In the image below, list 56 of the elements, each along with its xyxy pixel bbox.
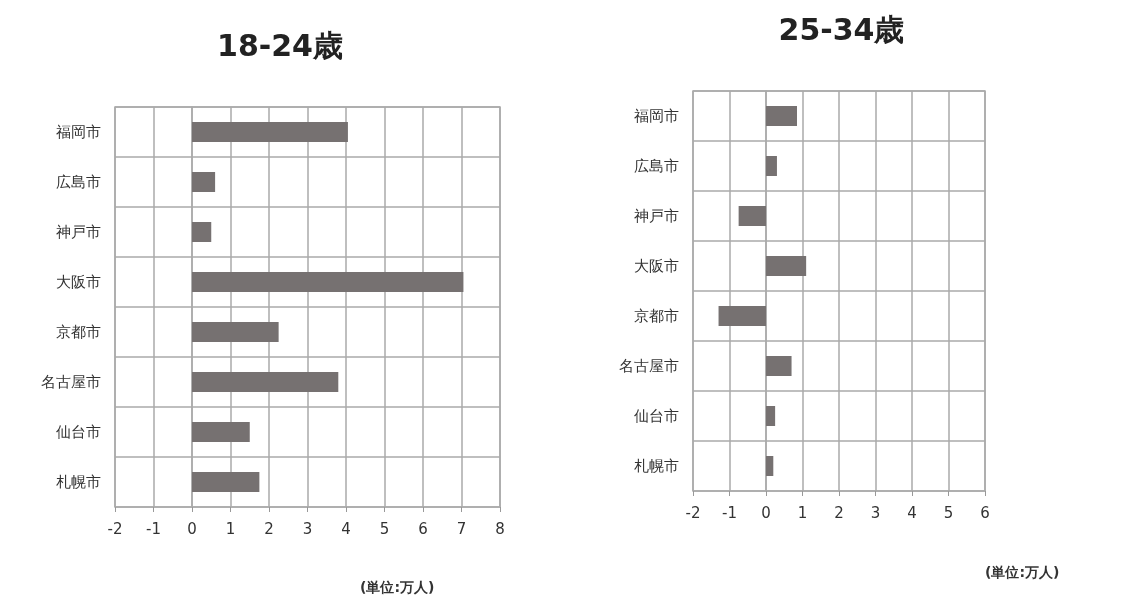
x-tick-label: 3 (302, 519, 313, 538)
y-tick-label: 仙台市 (56, 423, 101, 441)
y-tick-label: 名古屋市 (619, 357, 679, 375)
bar (766, 356, 792, 376)
bar (766, 406, 776, 426)
bar (192, 372, 339, 392)
bar (192, 172, 216, 192)
x-tick-label: -1 (722, 503, 737, 522)
x-tick-label: 1 (797, 503, 808, 522)
bar (766, 256, 807, 276)
x-tick-label: 6 (980, 503, 990, 522)
x-tick-label: 0 (761, 503, 771, 522)
bar (738, 206, 766, 226)
y-tick-label: 名古屋市 (41, 373, 101, 391)
y-tick-label: 札幌市 (56, 473, 101, 491)
y-tick-label: 仙台市 (634, 407, 679, 425)
x-tick-label: 8 (495, 519, 505, 538)
bar (766, 456, 774, 476)
bar (192, 322, 279, 342)
x-tick-label: 3 (870, 503, 881, 522)
bar (192, 422, 250, 442)
y-tick-label: 広島市 (56, 173, 101, 191)
x-tick-label: 4 (341, 519, 351, 538)
y-tick-label: 福岡市 (634, 107, 679, 125)
bar (718, 306, 766, 326)
y-tick-label: 神戸市 (56, 223, 101, 241)
x-tick-label: 2 (264, 519, 274, 538)
x-tick-label: 7 (456, 519, 467, 538)
y-tick-label: 京都市 (56, 323, 101, 341)
bar (192, 272, 464, 292)
bar (192, 222, 212, 242)
y-tick-label: 神戸市 (634, 207, 679, 225)
x-tick-label: 4 (907, 503, 917, 522)
x-tick-label: -2 (107, 519, 123, 538)
x-tick-label: -1 (146, 519, 161, 538)
bar (766, 106, 798, 126)
y-tick-label: 広島市 (634, 157, 679, 175)
y-tick-label: 福岡市 (56, 123, 101, 141)
chart-title: 25-34歳 (778, 11, 905, 47)
x-tick-label: 5 (379, 519, 390, 538)
y-tick-label: 大阪市 (634, 257, 679, 275)
x-tick-label: 5 (943, 503, 954, 522)
x-tick-label: 6 (418, 519, 428, 538)
text: (単位:万人) (985, 564, 1060, 580)
y-tick-label: 札幌市 (634, 457, 679, 475)
chart-title: 18-24歳 (217, 27, 343, 63)
y-tick-label: 京都市 (634, 307, 679, 325)
x-tick-label: -2 (685, 503, 701, 522)
x-tick-label: 0 (187, 519, 197, 538)
y-tick-label: 大阪市 (56, 273, 101, 291)
bar (192, 472, 260, 492)
bar (192, 122, 348, 142)
x-tick-label: 2 (834, 503, 844, 522)
x-tick-label: 1 (225, 519, 236, 538)
text: (単位:万人) (360, 579, 435, 595)
bar (766, 156, 777, 176)
